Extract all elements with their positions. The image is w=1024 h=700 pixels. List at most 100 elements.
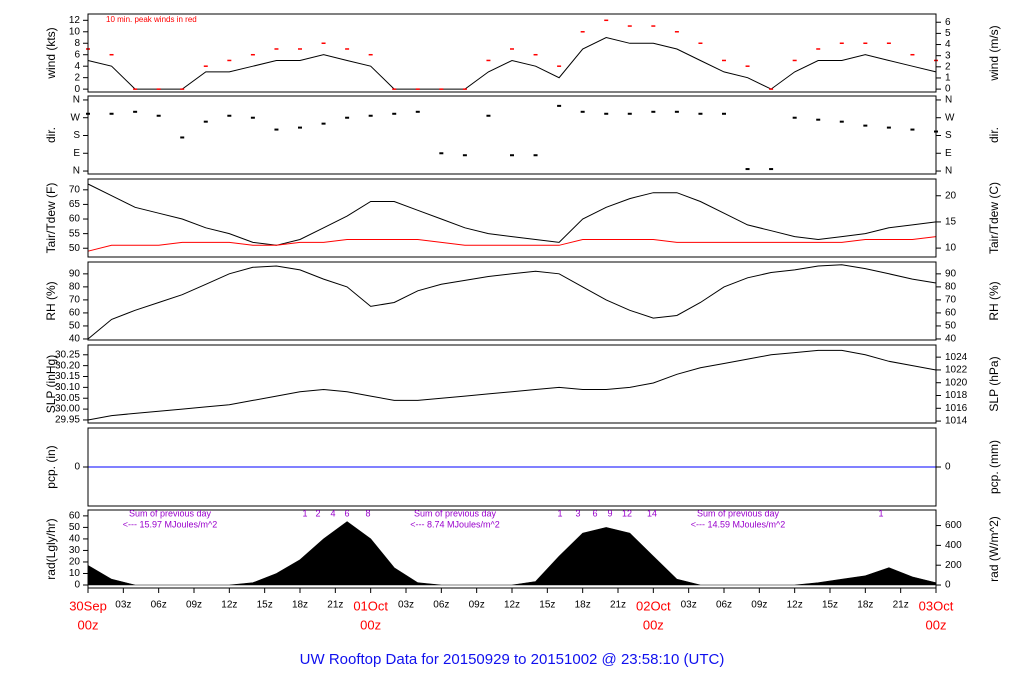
x-tick-label: 00z xyxy=(643,617,664,632)
y2-tick-label: 0 xyxy=(945,580,951,591)
dir-point xyxy=(321,122,326,125)
y-tick-label: 0 xyxy=(74,580,80,591)
y-tick-label: 60 xyxy=(69,511,81,522)
panel-frame xyxy=(87,344,937,424)
dir-point xyxy=(274,128,279,131)
dir-point xyxy=(792,116,797,119)
y2-tick-label: 1016 xyxy=(945,403,968,414)
y2-tick-label: 600 xyxy=(945,520,962,531)
x-tick-label: 18z xyxy=(857,600,873,611)
y2-tick-label: N xyxy=(945,95,952,106)
dir-point xyxy=(863,124,868,127)
annotation: <--- 8.74 MJoules/m^2 xyxy=(410,519,500,529)
x-date-label: 02Oct xyxy=(636,598,671,613)
dir-point xyxy=(769,168,774,171)
x-tick-label: 18z xyxy=(575,600,591,611)
line xyxy=(87,183,937,246)
y-tick-label: 30.10 xyxy=(55,382,80,393)
y2-tick-label: 1020 xyxy=(945,377,968,388)
y-tick-label: 30 xyxy=(69,545,81,556)
y2-tick-label: 1018 xyxy=(945,390,968,401)
y2-tick-label: 3 xyxy=(945,50,951,61)
y-tick-label: N xyxy=(73,166,80,177)
y-tick-label: 30.20 xyxy=(55,360,80,371)
line xyxy=(87,349,937,421)
y2-tick-label: 1 xyxy=(945,73,951,84)
y2-tick-label: N xyxy=(945,166,952,177)
y2-tick-label: 200 xyxy=(945,560,962,571)
dir-point xyxy=(156,114,161,117)
dir-point xyxy=(180,136,185,139)
y2-axis-label: SLP (hPa) xyxy=(987,356,1001,411)
hour-mark: 6 xyxy=(592,508,597,518)
y2-tick-label: 400 xyxy=(945,540,962,551)
dir-point xyxy=(250,116,255,119)
dir-point xyxy=(886,126,891,129)
y-tick-label: 4 xyxy=(74,61,80,72)
y-tick-label: 6 xyxy=(74,49,80,60)
hour-mark: 3 xyxy=(575,508,580,518)
hour-mark: 1 xyxy=(557,508,562,518)
y2-tick-label: 40 xyxy=(945,334,957,345)
y-tick-label: 70 xyxy=(69,295,81,306)
x-tick-label: 03z xyxy=(115,600,131,611)
y-tick-label: 90 xyxy=(69,268,81,279)
y-tick-label: N xyxy=(73,95,80,106)
y2-tick-label: 50 xyxy=(945,321,957,332)
y2-tick-label: 6 xyxy=(945,17,951,28)
y-tick-label: 50 xyxy=(69,243,81,254)
y2-tick-label: 5 xyxy=(945,28,951,39)
x-tick-label: 15z xyxy=(539,600,555,611)
y-axis-label: SLP (inHg) xyxy=(44,355,58,413)
y-axis-label: pcp. (in) xyxy=(44,445,58,488)
y-tick-label: 12 xyxy=(69,15,81,26)
dir-point xyxy=(627,112,632,115)
x-tick-label: 03z xyxy=(398,600,414,611)
panel-frame xyxy=(87,178,937,258)
y2-tick-label: 80 xyxy=(945,282,957,293)
dir-point xyxy=(510,154,514,157)
y2-axis-label: RH (%) xyxy=(987,281,1001,320)
dir-point xyxy=(651,110,656,113)
x-tick-label: 12z xyxy=(221,600,237,611)
y2-tick-label: 90 xyxy=(945,268,957,279)
dir-point xyxy=(674,110,679,113)
x-tick-label: 21z xyxy=(327,600,343,611)
dir-point xyxy=(392,112,397,115)
y2-axis-label: pcp. (mm) xyxy=(987,440,1001,494)
y-tick-label: 40 xyxy=(69,334,81,345)
dir-point xyxy=(203,120,208,123)
y2-tick-label: 1014 xyxy=(945,416,968,427)
dir-point xyxy=(580,110,585,113)
y2-tick-label: 60 xyxy=(945,308,957,319)
hour-mark: 2 xyxy=(315,508,320,518)
y-tick-label: 30.05 xyxy=(55,393,80,404)
y-tick-label: 60 xyxy=(69,308,81,319)
y2-tick-label: 1024 xyxy=(945,352,968,363)
annotation: <--- 14.59 MJoules/m^2 xyxy=(691,519,786,529)
line xyxy=(87,264,937,340)
y-tick-label: 65 xyxy=(69,199,81,210)
x-tick-label: 06z xyxy=(716,600,732,611)
hour-mark: 12 xyxy=(622,508,632,518)
y2-axis-label: dir. xyxy=(987,127,1001,143)
dir-point xyxy=(227,114,232,117)
x-tick-label: 21z xyxy=(610,600,626,611)
hour-mark: 4 xyxy=(330,508,335,518)
y2-tick-label: E xyxy=(945,148,952,159)
x-tick-label: 21z xyxy=(893,600,909,611)
y2-axis-label: Tair/Tdew (C) xyxy=(987,182,1001,254)
y-tick-label: 10 xyxy=(69,568,81,579)
y-axis-label: wind (kts) xyxy=(44,27,58,79)
panel-frame xyxy=(87,95,937,175)
y-tick-label: 0 xyxy=(74,462,80,473)
dir-point xyxy=(698,112,703,115)
x-tick-label: 15z xyxy=(257,600,273,611)
line xyxy=(87,36,937,90)
x-tick-label: 06z xyxy=(433,600,449,611)
y-tick-label: 30.15 xyxy=(55,371,80,382)
dir-point xyxy=(816,118,821,121)
y-tick-label: 10 xyxy=(69,26,81,37)
dir-point xyxy=(839,120,844,123)
